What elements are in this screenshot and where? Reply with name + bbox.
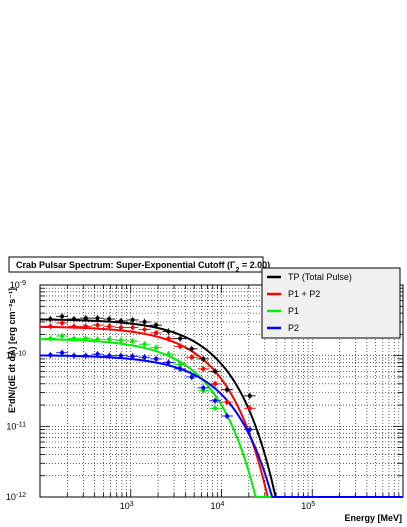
data-point [209,380,221,388]
data-point [209,397,221,405]
data-point [162,328,175,335]
data-point [126,316,139,324]
x-axis-title: Energy [MeV] [344,513,402,523]
y-tick-label: 10-12 [6,492,26,503]
data-point [138,354,151,361]
data-point [221,386,233,393]
legend-label: P1 + P2 [288,289,320,299]
data-point [103,352,116,359]
data-point [103,323,116,330]
grid-lines [40,285,403,497]
data-point [174,365,186,373]
data-point [68,323,80,330]
legend-label: P1 [288,306,299,316]
data-point [197,384,210,392]
data-point [185,373,198,381]
data-point [174,335,186,342]
data-point [126,353,139,360]
data-point [56,319,68,327]
data-point [150,344,162,351]
data-point [68,352,80,359]
data-points [44,313,256,433]
data-point [138,318,151,326]
y-tick-label: 10-9 [10,280,26,291]
data-point [115,324,127,331]
data-point [79,352,92,359]
data-point [221,398,233,406]
model-curve-p2 [39,354,403,498]
data-point [174,343,186,350]
data-point [243,405,256,412]
x-tick-label: 103 [120,501,134,512]
data-point [68,315,80,323]
chart-title-box: Crab Pulsar Spectrum: Super-Exponential … [8,256,270,274]
data-point [150,321,162,329]
legend: TP (Total Pulse) P1 + P2 P1 P2 [261,267,401,339]
data-point [56,332,68,340]
legend-label: TP (Total Pulse) [288,272,352,282]
data-point [162,335,175,342]
data-point [150,329,162,337]
data-point [138,326,151,333]
data-point [115,352,127,359]
data-point [91,314,104,322]
data-point [103,315,116,323]
y-tick-label: 10-11 [6,421,26,432]
title-frame [8,256,264,273]
legend-label: P2 [288,323,299,333]
data-point [243,392,256,400]
data-point [209,405,221,412]
tick-labels: 103 104 105 10-9 10-10 10-11 10-12 [6,280,315,512]
data-point [115,317,127,325]
data-point [243,426,256,433]
data-point [174,361,186,368]
data-point [197,355,210,363]
data-point [162,350,175,358]
y-tick-label: 10-10 [6,350,26,361]
data-point [44,323,57,330]
y-axis-title: E²dN/(dE dt dA) [erg cm⁻²s⁻¹] [7,288,17,413]
data-point [126,324,139,331]
data-point [44,335,57,342]
data-point [44,351,57,359]
x-tick-label: 104 [211,501,225,512]
data-point [209,368,221,375]
data-point [221,412,233,420]
data-point [79,314,92,322]
data-point [91,336,104,343]
data-point [185,354,198,361]
data-point [197,365,210,373]
model-curves [39,318,403,498]
data-point [44,315,57,323]
data-point [185,345,198,353]
data-point [138,341,151,348]
data-point [79,335,92,342]
legend-frame [261,267,401,339]
data-point [91,321,104,329]
data-point [56,349,68,356]
data-point [150,355,162,363]
data-point [103,336,116,343]
data-point [91,350,104,358]
data-point [79,323,92,330]
data-point [162,359,175,366]
data-point [68,335,80,342]
data-point [115,337,127,344]
data-point [126,338,139,345]
data-point [56,313,68,320]
chart-title: Crab Pulsar Spectrum: Super-Exponential … [16,260,270,274]
x-tick-label: 105 [301,501,315,512]
